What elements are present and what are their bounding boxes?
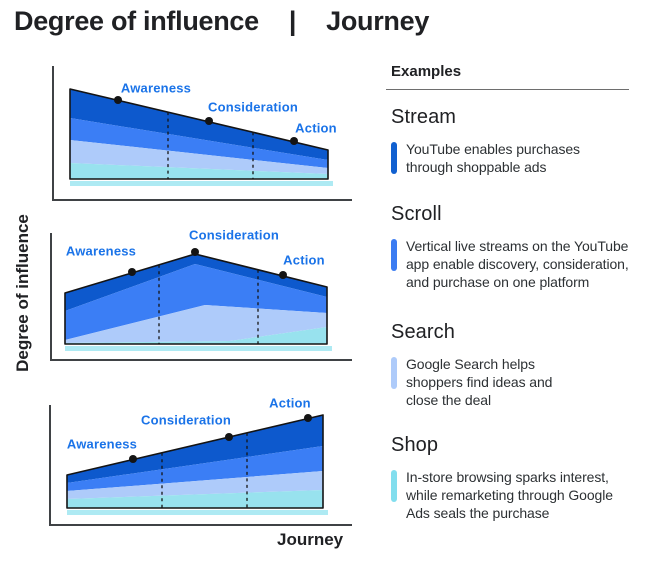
layer-shop	[70, 163, 328, 179]
stage-label: Consideration	[208, 100, 298, 115]
example-text-search: Google Search helps shoppers find ideas …	[406, 356, 553, 408]
journey-point-dot	[279, 271, 287, 279]
example-label-scroll: Scroll	[391, 203, 442, 225]
area-outline	[64, 253, 328, 345]
chart-peak-consideration: Awareness Consideration Action	[50, 228, 352, 361]
layer-shop	[65, 327, 327, 344]
title-left: Degree of influence	[14, 6, 259, 36]
examples-heading: Examples	[391, 63, 462, 80]
example-label-search: Search	[391, 321, 455, 343]
examples-divider	[386, 89, 629, 90]
chart-axes	[49, 405, 352, 526]
journey-point-dot	[290, 137, 298, 145]
stage-label: Action	[269, 396, 311, 411]
layer-scroll	[70, 118, 328, 168]
title-right: Journey	[326, 6, 430, 36]
layer-stream	[70, 89, 328, 160]
stage-label: Consideration	[141, 413, 231, 428]
example-label-shop: Shop	[391, 434, 439, 456]
journey-point-dot	[129, 455, 137, 463]
journey-point-dot	[128, 268, 136, 276]
layer-stream	[65, 254, 327, 311]
example-section-shop: Shop In-store browsing sparks interest, …	[391, 434, 649, 522]
title-separator: |	[288, 6, 297, 36]
scroll-color-bar	[391, 239, 397, 271]
example-section-search: Search Google Search helps shoppers find…	[391, 321, 649, 409]
journey-point-dot	[114, 96, 122, 104]
example-label-stream: Stream	[391, 106, 457, 128]
layer-scroll	[65, 264, 327, 340]
layer-scroll	[67, 446, 323, 491]
stage-label: Awareness	[121, 81, 191, 96]
x-axis-label: Journey	[277, 530, 344, 549]
journey-point-dot	[225, 433, 233, 441]
example-text-scroll: Vertical live streams on the YouTube app…	[406, 238, 629, 290]
chart-axes	[52, 66, 352, 201]
layer-shop	[67, 490, 323, 508]
shop-color-bar	[391, 470, 397, 502]
example-section-stream: Stream YouTube enables purchases through…	[391, 106, 649, 176]
layer-search	[67, 471, 323, 499]
area-outline	[66, 414, 324, 509]
example-row: Vertical live streams on the YouTube app…	[391, 237, 649, 291]
stage-label: Awareness	[67, 437, 137, 452]
shadow-strip	[65, 346, 332, 351]
journey-point-dot	[191, 248, 199, 256]
example-row: YouTube enables purchases through shoppa…	[391, 140, 649, 176]
journey-point-dot	[205, 117, 213, 125]
layer-search	[70, 140, 328, 174]
search-color-bar	[391, 357, 397, 389]
shadow-strip	[70, 181, 333, 186]
figure-title: Degree of influence | Journey	[14, 6, 429, 37]
area-outline	[69, 88, 329, 180]
shadow-strip	[67, 510, 328, 515]
y-axis-label: Degree of influence	[13, 214, 32, 372]
layer-stream	[67, 415, 323, 483]
example-row: Google Search helps shoppers find ideas …	[391, 355, 649, 409]
example-text-stream: YouTube enables purchases through shoppa…	[406, 141, 580, 175]
stream-color-bar	[391, 142, 397, 174]
stage-label: Consideration	[189, 228, 279, 243]
example-text-shop: In-store browsing sparks interest, while…	[406, 469, 613, 521]
chart-declining: Awareness Consideration Action	[52, 66, 352, 201]
stage-label: Action	[295, 121, 337, 136]
layer-search	[65, 305, 327, 343]
chart-axes	[50, 233, 352, 361]
example-row: In-store browsing sparks interest, while…	[391, 468, 649, 522]
journey-point-dot	[304, 414, 312, 422]
stage-label: Action	[283, 253, 325, 268]
example-section-scroll: Scroll Vertical live streams on the YouT…	[391, 203, 649, 291]
chart-rising: Awareness Consideration Action	[49, 396, 352, 526]
stage-label: Awareness	[66, 244, 136, 259]
